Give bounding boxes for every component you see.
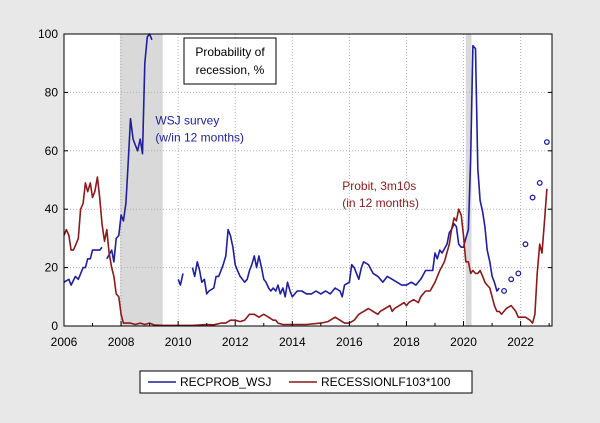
series-recprob-wsj-points-point-4: [522, 241, 529, 248]
recession-shade-1: [119, 34, 163, 326]
y-tick-label-100: 100: [38, 27, 58, 41]
legend: RECPROB_WSJ RECESSIONLF103*100: [139, 370, 473, 394]
annotation-probit-line-2: (in 12 months): [342, 196, 419, 210]
legend-label-probit: RECESSIONLF103*100: [321, 375, 451, 389]
series-recprob-wsj-segment-4: [191, 44, 500, 298]
series-recprob-wsj-points-point-7: [543, 139, 550, 145]
x-tick-label-2012: 2012: [222, 335, 249, 349]
x-tick-label-2020: 2020: [450, 335, 477, 349]
x-tick-label-2018: 2018: [393, 335, 420, 349]
series-recprob-wsj-segment-2: [106, 33, 153, 263]
annotation-wsj-line-1: WSJ survey: [155, 114, 219, 128]
y-tick-label-60: 60: [45, 144, 59, 158]
plot-frame: [63, 33, 553, 327]
series-recprob-wsj-segment-3: [177, 273, 184, 286]
x-tick-label-2014: 2014: [279, 335, 306, 349]
x-tick-label-2016: 2016: [336, 335, 363, 349]
series-recprob-wsj-points-point-2: [508, 276, 515, 283]
series-recprob-wsj-segment-1: [63, 246, 103, 286]
legend-label-wsj: RECPROB_WSJ: [180, 375, 271, 389]
series-recprob-wsj-points-point-3: [515, 270, 522, 277]
x-tick-label-2010: 2010: [165, 335, 192, 349]
y-tick-label-20: 20: [45, 261, 59, 275]
recession-shade-2: [465, 34, 472, 326]
series-recprob-wsj-points-point-1: [501, 288, 508, 294]
x-tick-label-2006: 2006: [51, 335, 78, 349]
y-tick-label-40: 40: [45, 202, 59, 216]
y-tick-label-80: 80: [45, 85, 59, 99]
x-tick-label-2022: 2022: [507, 335, 534, 349]
chart-title-line-2: recession, %: [196, 63, 265, 77]
annotations: WSJ survey (w/in 12 months) Probit, 3m10s (…: [155, 114, 419, 211]
title-box: Probability of recession, %: [183, 37, 277, 85]
chart-title-line-1: Probability of: [195, 45, 265, 59]
axes: 0 20 40 60 80 100 2006 2008 2010 2012 2014 2016 2018…: [38, 27, 552, 349]
y-tick-label-0: 0: [51, 319, 58, 333]
x-tick-label-2008: 2008: [108, 335, 135, 349]
series-recprob-wsj-points-point-5: [529, 194, 536, 201]
series-recprob-wsj-points-point-6: [536, 179, 543, 186]
annotation-probit-line-1: Probit, 3m10s: [342, 179, 416, 193]
annotation-wsj-line-2: (w/in 12 months): [155, 131, 244, 145]
